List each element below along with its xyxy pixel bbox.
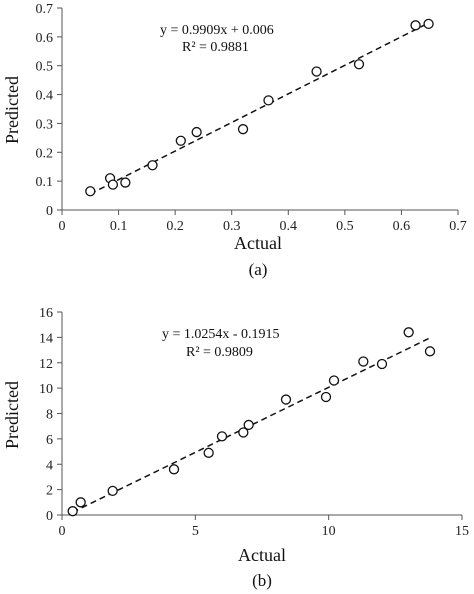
chart-b-data-point xyxy=(320,391,332,403)
chart-b-data-point xyxy=(168,464,180,475)
chart-a-data-point xyxy=(191,126,202,138)
chart-a-data-point xyxy=(175,135,186,146)
chart-b-equation: y = 1.0254x - 0.1915 xyxy=(162,327,280,342)
chart-a-trendline xyxy=(89,21,431,195)
chart-b-y-tick-label: 12 xyxy=(39,357,53,372)
chart-b-data-point xyxy=(243,419,254,431)
chart-a-x-tick-label: 0.7 xyxy=(449,219,467,234)
chart-a: 0 0.1 0.2 0.3 0.4 0.5 0.6 0.7 0 0.1 0.2 0.3 0.4 0.5 0.… xyxy=(2,2,467,279)
chart-b-y-tick-label: 0 xyxy=(46,509,53,524)
chart-a-data-point xyxy=(311,66,322,77)
chart-b-y-tick-label: 2 xyxy=(46,484,53,499)
chart-a-data-point xyxy=(410,20,421,31)
chart-b-data-point xyxy=(67,506,78,517)
chart-a-y-tick-label: 0.5 xyxy=(36,60,54,75)
chart-b-caption: (b) xyxy=(252,571,272,590)
chart-a-y-tick-label: 0.3 xyxy=(36,117,54,132)
chart-a-y-tick-label: 0.6 xyxy=(36,31,54,46)
chart-a-x-tick-label: 0 xyxy=(59,219,66,234)
chart-b-data-point xyxy=(75,497,86,508)
chart-b-marks: 0 5 10 15 0 2 4 6 8 10 12 14 16 xyxy=(39,306,469,539)
chart-a-x-tick-label: 0.3 xyxy=(223,219,241,234)
chart-b-y-tick-label: 10 xyxy=(39,382,53,397)
chart-a-x-axis-title: Actual xyxy=(234,233,282,253)
chart-a-y-tick-label: 0.2 xyxy=(36,146,54,161)
chart-b-data-point xyxy=(216,431,228,442)
chart-b-data-point xyxy=(107,485,118,497)
chart-a-data-point xyxy=(107,179,119,190)
chart-a-y-tick-label: 0 xyxy=(46,204,53,219)
chart-a-data-point xyxy=(423,18,434,30)
chart-b-y-tick-label: 6 xyxy=(46,433,53,448)
chart-b-x-axis-title: Actual xyxy=(238,545,286,565)
chart-a-y-tick-label: 0.1 xyxy=(36,175,54,190)
chart-b-data-point xyxy=(280,394,292,405)
chart-a-marks: 0 0.1 0.2 0.3 0.4 0.5 0.6 0.7 0 0.1 0.2 0.3 0.4 0.5 0.… xyxy=(36,2,467,234)
chart-a-data-point xyxy=(120,177,131,188)
chart-a-y-tick-label: 0.7 xyxy=(36,2,54,17)
chart-a-x-tick-label: 0.6 xyxy=(393,219,411,234)
chart-b-r-squared: R² = 0.9809 xyxy=(186,345,253,360)
chart-a-equation: y = 0.9909x + 0.006 xyxy=(160,23,274,38)
chart-b: 0 5 10 15 0 2 4 6 8 10 12 14 16 y = 1.0254x - 0.1915… xyxy=(2,306,469,590)
chart-a-x-tick-label: 0.5 xyxy=(336,219,354,234)
chart-b-y-tick-label: 16 xyxy=(39,306,53,321)
chart-b-data-point xyxy=(376,358,388,370)
chart-a-y-tick-label: 0.4 xyxy=(36,89,54,104)
chart-b-data-point xyxy=(238,427,249,438)
chart-a-data-point xyxy=(85,186,96,197)
chart-b-x-tick-label: 10 xyxy=(322,524,336,539)
chart-a-r-squared: R² = 0.9881 xyxy=(182,40,249,55)
chart-a-x-tick-label: 0.2 xyxy=(166,219,184,234)
chart-b-data-point xyxy=(403,327,414,338)
chart-b-data-point xyxy=(328,375,340,386)
chart-a-y-axis-title: Predicted xyxy=(2,76,22,144)
chart-a-data-point xyxy=(353,59,365,70)
chart-b-data-point xyxy=(424,346,436,357)
chart-b-x-tick-label: 0 xyxy=(59,524,66,539)
chart-a-x-tick-label: 0.1 xyxy=(110,219,128,234)
chart-b-x-tick-label: 15 xyxy=(455,524,469,539)
chart-b-trendline xyxy=(72,337,431,513)
chart-b-data-point xyxy=(358,356,369,367)
chart-b-y-tick-label: 8 xyxy=(46,408,53,423)
chart-a-x-tick-label: 0.4 xyxy=(280,219,298,234)
chart-b-y-tick-label: 4 xyxy=(46,458,53,473)
chart-a-data-point xyxy=(263,95,274,106)
chart-b-y-axis-title: Predicted xyxy=(2,381,22,449)
chart-b-x-tick-label: 5 xyxy=(192,524,199,539)
chart-a-data-point xyxy=(237,124,249,135)
chart-b-y-tick-label: 14 xyxy=(39,331,53,346)
chart-a-data-point xyxy=(147,160,158,171)
chart-b-data-point xyxy=(203,447,214,458)
chart-a-caption: (a) xyxy=(249,260,268,279)
